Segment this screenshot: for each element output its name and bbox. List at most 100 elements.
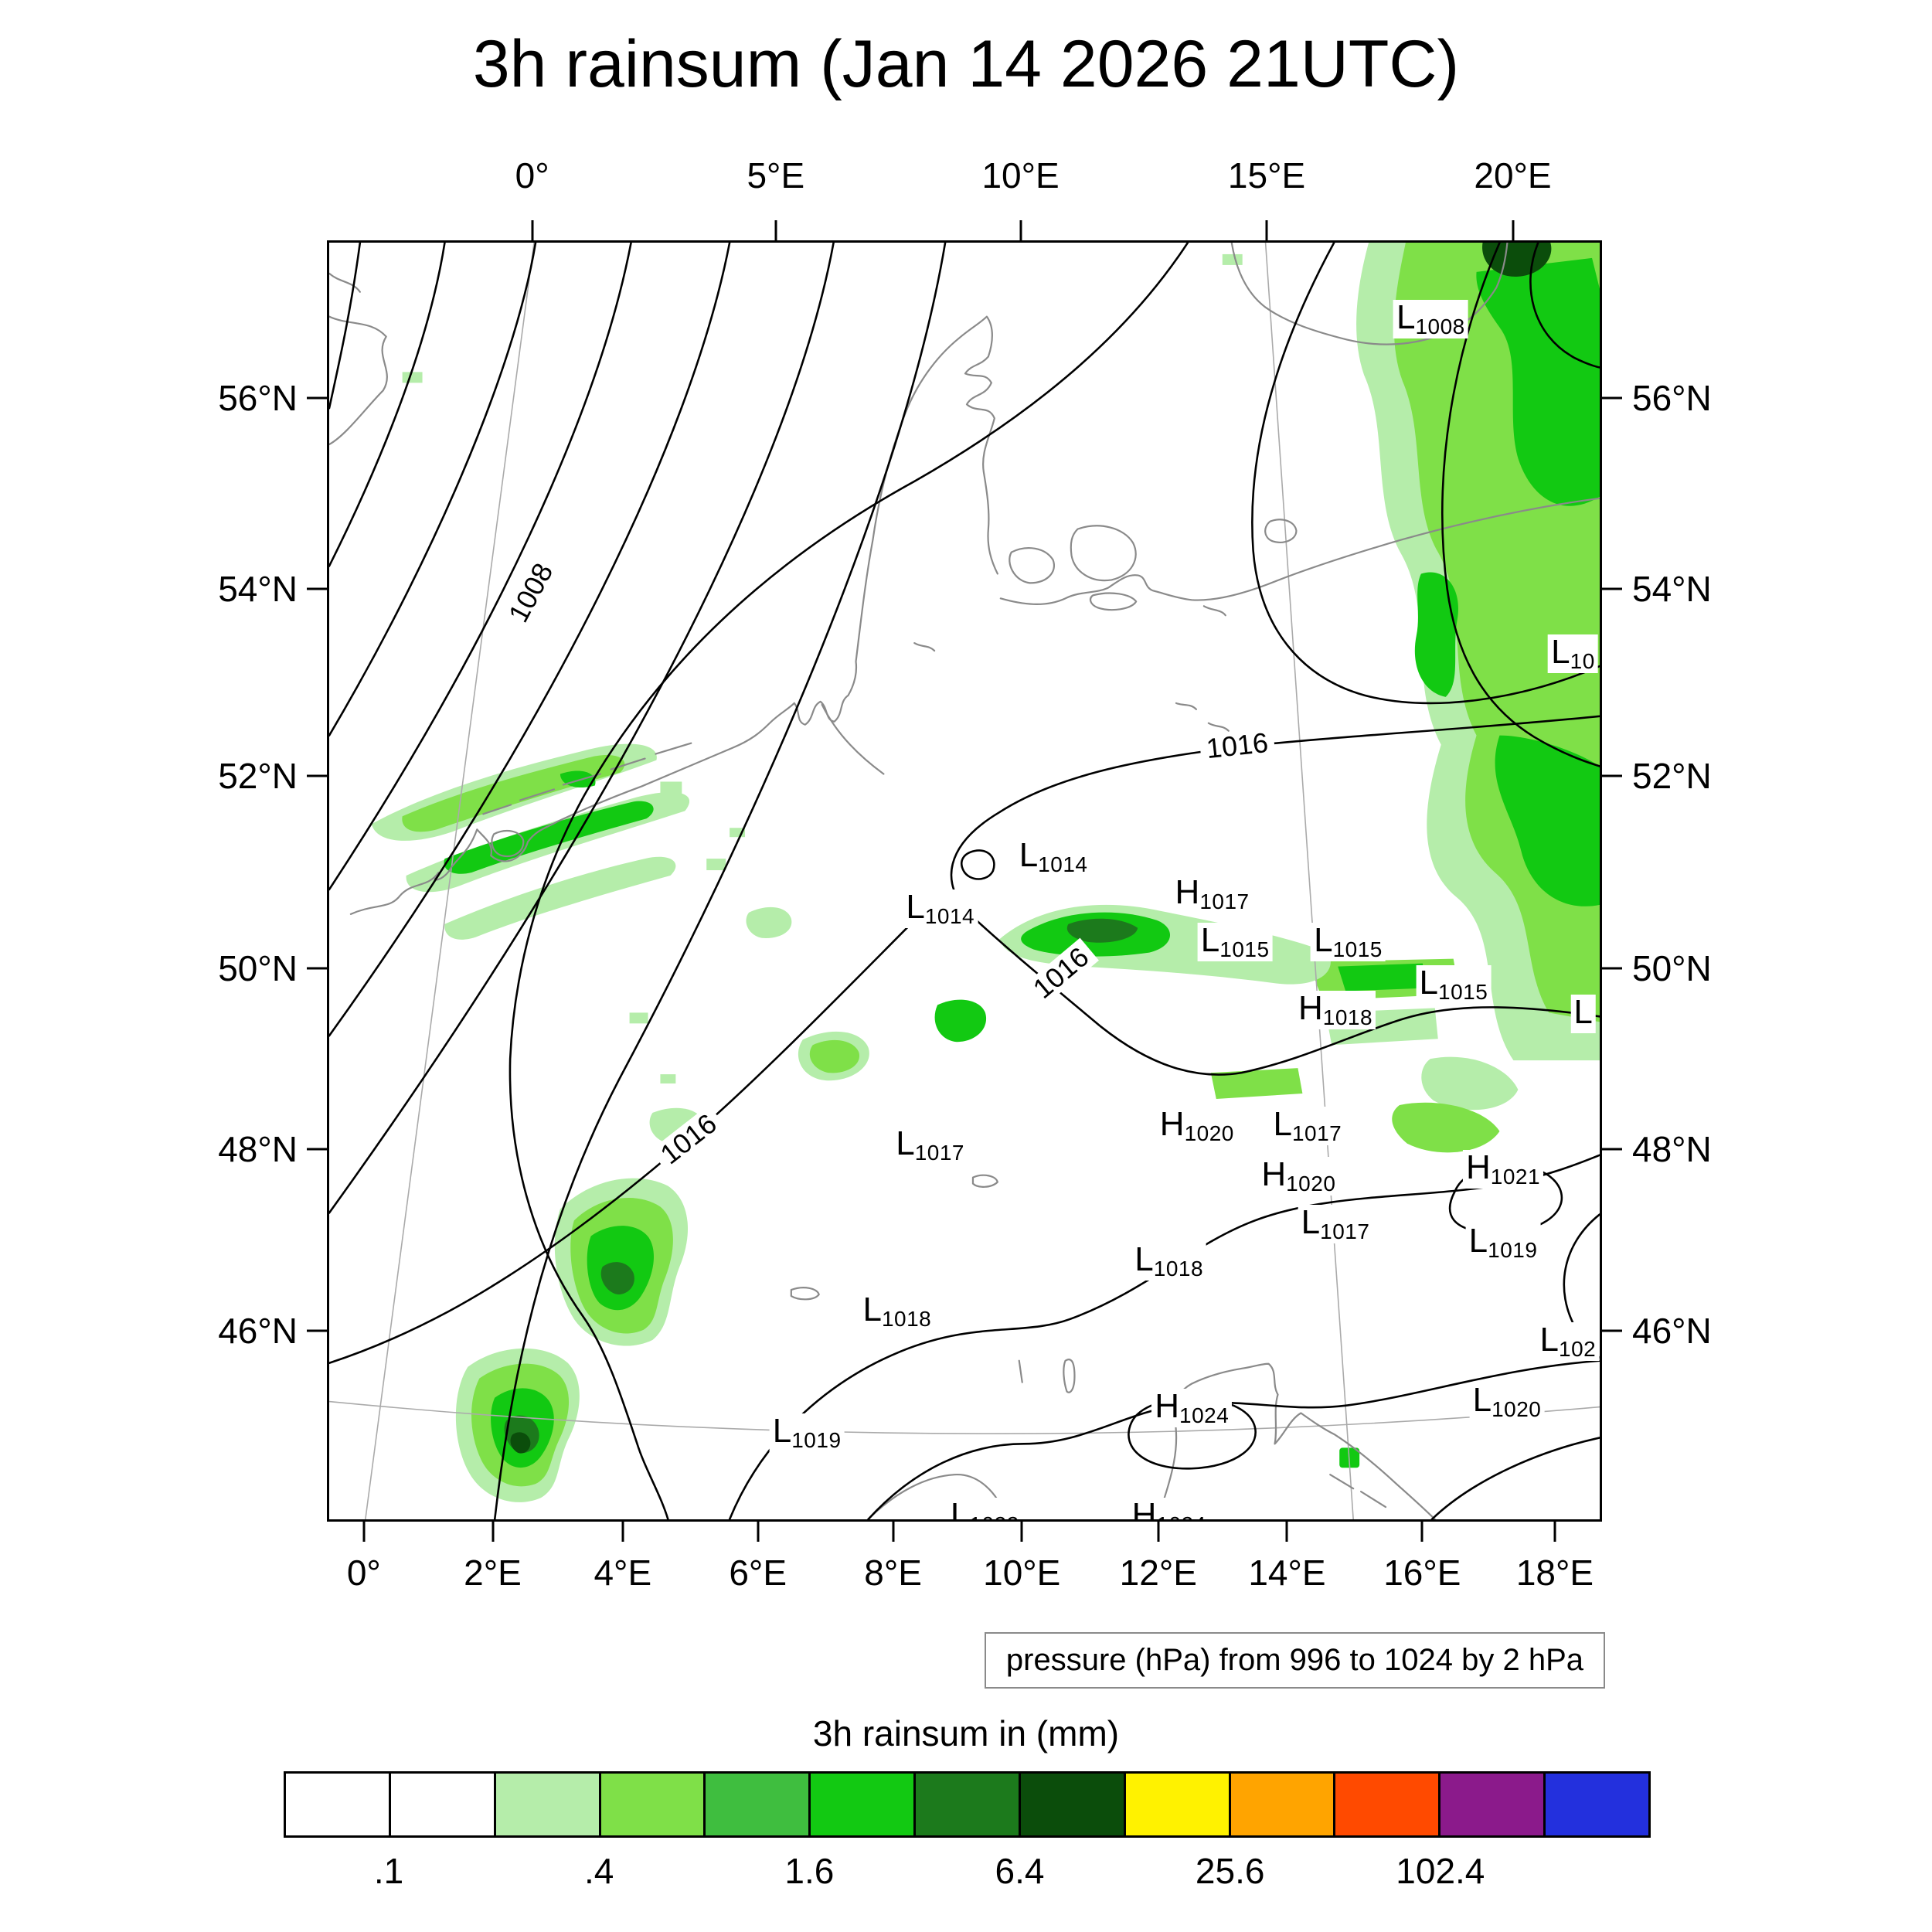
axis-label-right: 52°N: [1632, 756, 1712, 797]
colorbar-box: [913, 1771, 1021, 1838]
pressure-center-label: H1018: [1295, 990, 1376, 1029]
axis-right-labels: 56°N 54°N 52°N 50°N 48°N 46°N: [1632, 240, 1787, 1522]
axis-label-right: 46°N: [1632, 1310, 1712, 1351]
colorbar-box: [1228, 1771, 1336, 1838]
axis-top-labels: 0° 5°E 10°E 15°E 20°E: [327, 148, 1602, 196]
axis-label-bottom: 18°E: [1515, 1553, 1594, 1593]
pressure-center-label: H1020: [1156, 1107, 1237, 1146]
axis-tick-top: [1265, 220, 1268, 240]
rain-shading-layer: [371, 243, 1600, 1502]
axis-tick-right: [1602, 967, 1622, 970]
axis-label-left: 48°N: [218, 1128, 298, 1169]
colorbar-box: [493, 1771, 601, 1838]
axis-tick-bottom: [1285, 1522, 1288, 1542]
axis-tick-bottom: [1420, 1522, 1423, 1542]
contour-label: 1016: [650, 1104, 727, 1174]
pressure-center-label: L1015: [1197, 923, 1273, 962]
colorbar-box: [388, 1771, 496, 1838]
pressure-center-label: L1014: [1015, 837, 1091, 876]
pressure-center-label: L: [1570, 994, 1596, 1033]
plot-frame: L1008 1008 1016 L1014 L1014 H1017 L1015 1016 L10…: [327, 240, 1602, 1522]
colorbar-tick-label: 1.6: [784, 1851, 835, 1891]
axis-tick-top: [531, 220, 534, 240]
pressure-center-label: L1020: [1469, 1383, 1545, 1422]
graticule-layer: [329, 243, 1600, 1519]
colorbar-box: [703, 1771, 811, 1838]
pressure-center-label: L1017: [1270, 1107, 1345, 1146]
axis-tick-top: [774, 220, 777, 240]
axis-label-bottom: 8°E: [864, 1553, 922, 1593]
colorbar-box: [1123, 1771, 1231, 1838]
colorbar: [284, 1771, 1651, 1838]
axis-label-left: 54°N: [218, 568, 298, 609]
axis-tick-right: [1602, 396, 1622, 400]
axis-label-top: 5°E: [747, 155, 805, 196]
pressure-center-label: L1022: [947, 1497, 1022, 1519]
colorbar-box: [598, 1771, 706, 1838]
map-svg: [329, 243, 1600, 1519]
axis-tick-top: [1019, 220, 1022, 240]
pressure-center-label: L1015: [1311, 923, 1386, 962]
axis-label-bottom: 14°E: [1248, 1553, 1326, 1593]
axis-label-bottom: 2°E: [464, 1553, 522, 1593]
colorbar-tick-label: .4: [584, 1851, 614, 1891]
axis-label-bottom: 16°E: [1383, 1553, 1461, 1593]
axis-tick-right: [1602, 1148, 1622, 1151]
colorbar-tick-label: 6.4: [995, 1851, 1045, 1891]
coastline-layer: [329, 243, 1600, 1519]
axis-left-labels: 56°N 54°N 52°N 50°N 48°N 46°N: [178, 240, 298, 1522]
legend-title: 3h rainsum in (mm): [812, 1713, 1120, 1753]
axis-tick-bottom: [492, 1522, 494, 1542]
pressure-center-label: L1018: [859, 1291, 935, 1331]
colorbar-box: [284, 1771, 391, 1838]
axis-tick-left: [307, 1329, 327, 1332]
axis-label-bottom: 12°E: [1119, 1553, 1197, 1593]
axis-tick-right: [1602, 587, 1622, 590]
axis-label-top: 15°E: [1227, 155, 1306, 196]
pressure-center-label: H1017: [1172, 874, 1253, 913]
axis-tick-bottom: [892, 1522, 895, 1542]
pressure-center-label: H1020: [1258, 1156, 1339, 1196]
axis-label-left: 52°N: [218, 756, 298, 797]
colorbar-box: [1543, 1771, 1651, 1838]
axis-label-top: 20°E: [1474, 155, 1552, 196]
axis-label-bottom: 10°E: [983, 1553, 1061, 1593]
pressure-center-label: L1008: [1393, 300, 1468, 339]
pressure-center-label: L1019: [769, 1413, 845, 1452]
axis-label-right: 56°N: [1632, 377, 1712, 418]
axis-tick-top: [1512, 220, 1514, 240]
axis-tick-left: [307, 396, 327, 400]
colorbar-tick-label: .1: [373, 1851, 404, 1891]
pressure-center-label: L10: [1548, 634, 1598, 673]
axis-label-bottom: 4°E: [594, 1553, 652, 1593]
axis-label-left: 50°N: [218, 947, 298, 988]
axis-tick-bottom: [1553, 1522, 1556, 1542]
axis-bottom-ticks: [327, 1522, 1602, 1542]
axis-label-top: 10°E: [981, 155, 1060, 196]
pressure-center-label: H1024: [1151, 1389, 1233, 1428]
contour-label: 1008: [501, 553, 562, 632]
colorbar-tick-label: 102.4: [1396, 1851, 1485, 1891]
axis-left-ticks: [307, 240, 327, 1522]
axis-right-ticks: [1602, 240, 1622, 1522]
pressure-caption: pressure (hPa) from 996 to 1024 by 2 hPa: [984, 1632, 1605, 1689]
pressure-center-label: H1024: [1128, 1497, 1209, 1519]
contour-label: 1016: [1199, 726, 1277, 764]
axis-tick-bottom: [757, 1522, 760, 1542]
page-title: 3h rainsum (Jan 14 2026 21UTC): [472, 27, 1460, 101]
contour-label: 1016: [1022, 937, 1099, 1009]
axis-label-top: 0°: [515, 155, 549, 196]
pressure-center-label: L1017: [893, 1125, 968, 1165]
colorbar-box: [1438, 1771, 1546, 1838]
axis-top-ticks: [327, 220, 1602, 240]
pressure-center-label: L1014: [903, 889, 978, 929]
pressure-center-label: H1021: [1463, 1150, 1544, 1189]
pressure-labels-layer: L1008 1008 1016 L1014 L1014 H1017 L1015 1016 L10…: [329, 243, 1600, 1519]
pressure-center-label: L1018: [1131, 1242, 1207, 1281]
axis-label-bottom: 6°E: [729, 1553, 787, 1593]
axis-label-right: 48°N: [1632, 1128, 1712, 1169]
axis-label-left: 56°N: [218, 377, 298, 418]
axis-tick-left: [307, 967, 327, 970]
axis-tick-bottom: [1157, 1522, 1160, 1542]
